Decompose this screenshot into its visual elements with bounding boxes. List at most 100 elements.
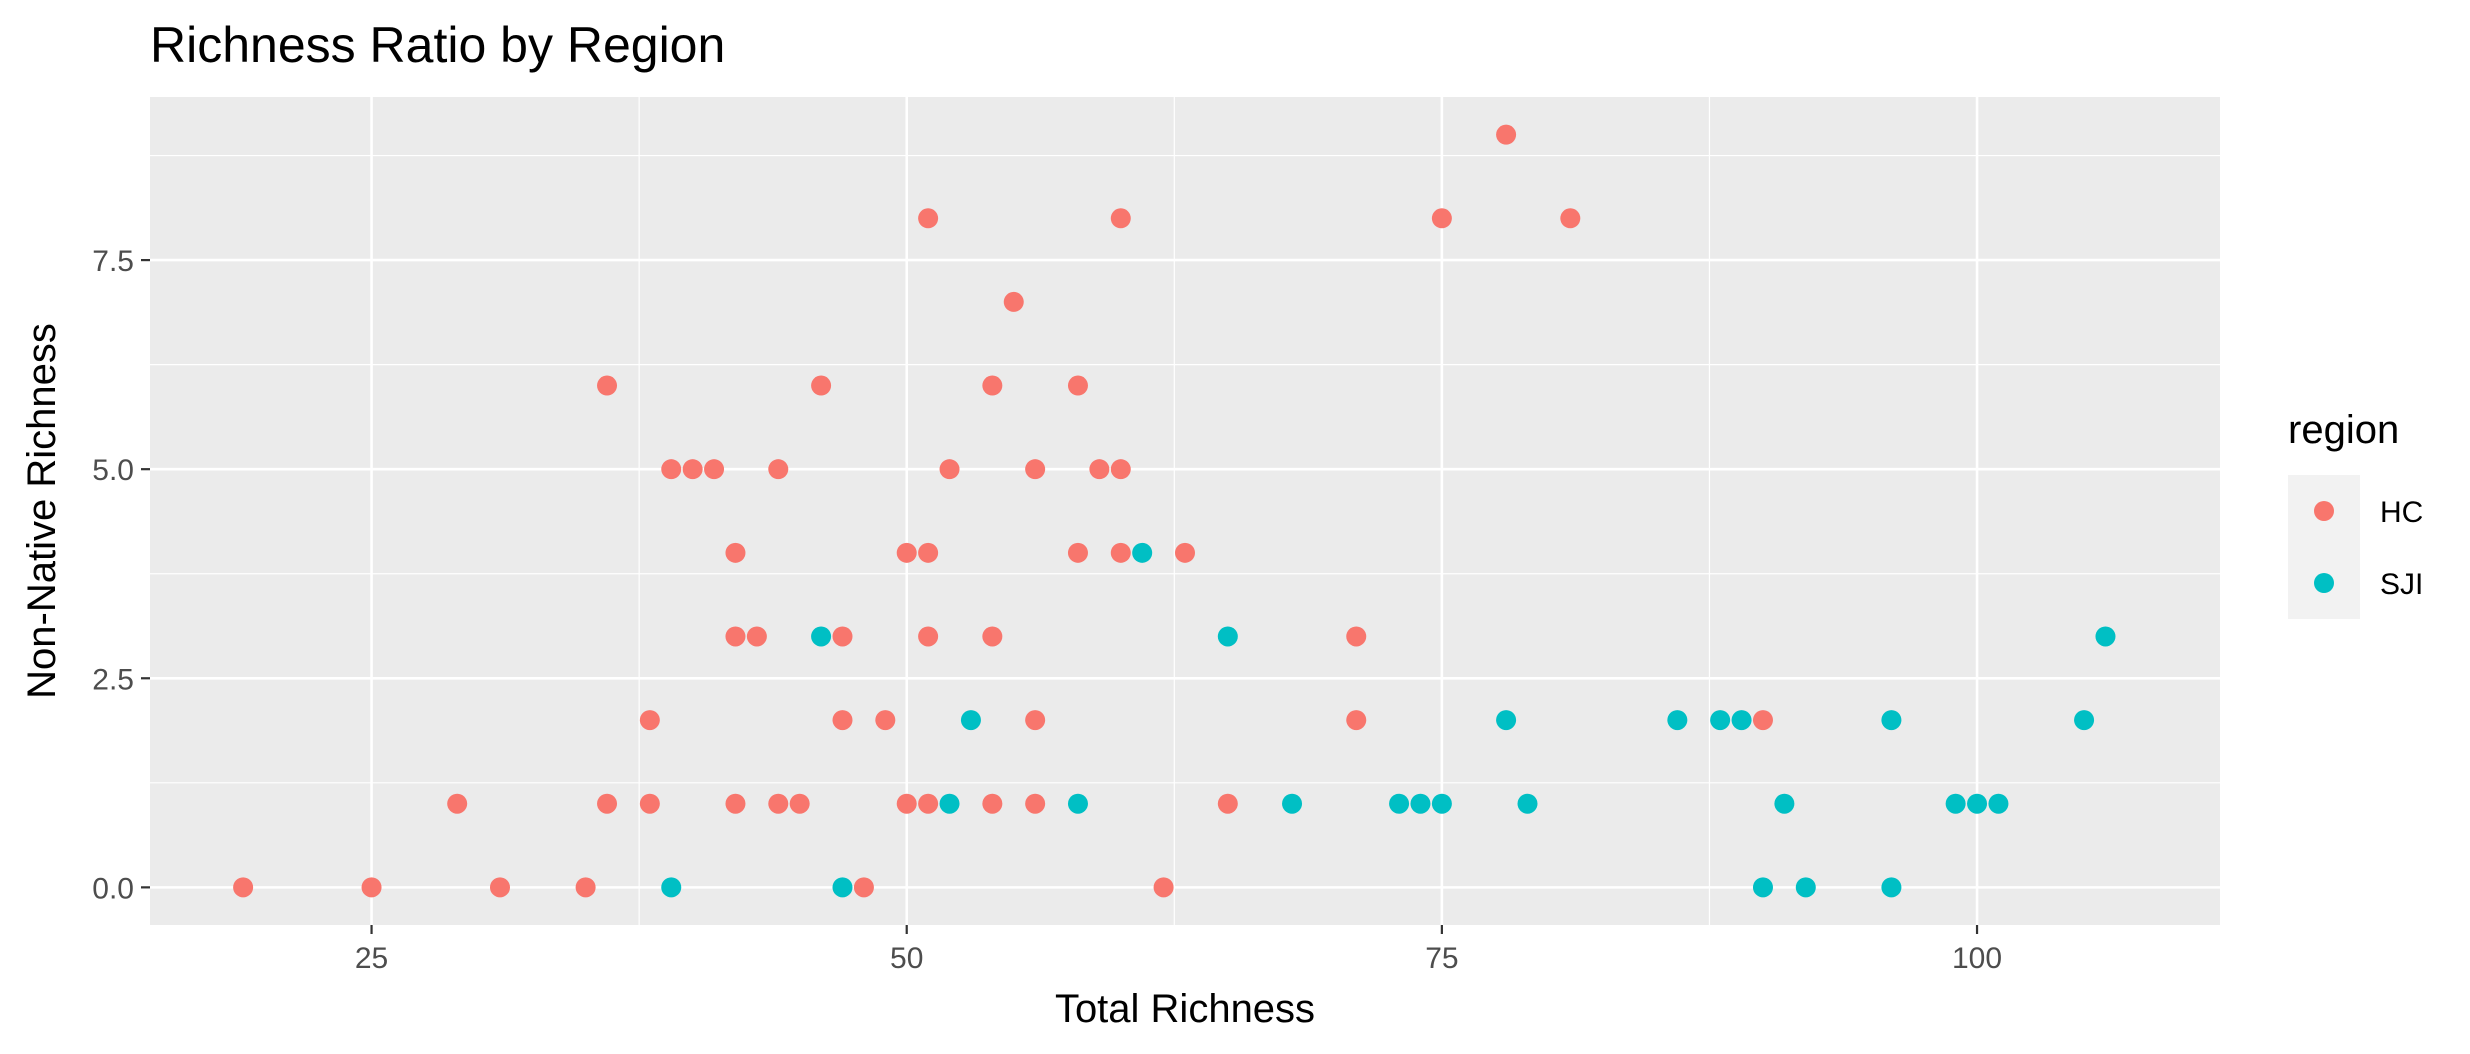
legend-key-sji	[2314, 573, 2334, 593]
x-tick-label-2: 75	[1425, 942, 1458, 975]
point-hc-28	[1346, 626, 1367, 647]
point-hc-40	[1025, 459, 1046, 480]
point-hc-18	[832, 710, 853, 731]
point-hc-23	[725, 626, 746, 647]
point-hc-22	[1752, 710, 1773, 731]
point-sji-13	[1945, 793, 1966, 814]
point-sji-5	[939, 793, 960, 814]
point-sji-6	[1067, 793, 1088, 814]
point-hc-38	[768, 459, 789, 480]
point-sji-8	[1389, 793, 1410, 814]
point-hc-17	[639, 710, 660, 731]
point-hc-9	[725, 793, 746, 814]
y-tick-label-2: 5.0	[92, 454, 134, 487]
point-hc-6	[447, 793, 468, 814]
point-hc-16	[1217, 793, 1238, 814]
point-sji-11	[1517, 793, 1538, 814]
point-sji-22	[2074, 710, 2095, 731]
point-sji-15	[1988, 793, 2009, 814]
point-sji-12	[1774, 793, 1795, 814]
y-tick-label-0: 0.0	[92, 872, 134, 905]
y-axis: 0.0 2.5 5.0 7.5	[92, 245, 150, 905]
point-hc-43	[597, 375, 618, 396]
point-hc-14	[982, 793, 1003, 814]
point-hc-12	[896, 793, 917, 814]
point-sji-10	[1431, 793, 1452, 814]
point-hc-32	[1067, 542, 1088, 563]
point-hc-1	[361, 877, 382, 898]
point-hc-5	[1153, 877, 1174, 898]
point-hc-3	[575, 877, 596, 898]
point-hc-7	[597, 793, 618, 814]
legend-key-hc	[2314, 501, 2334, 521]
point-sji-4	[1881, 877, 1902, 898]
plot-panel	[150, 97, 2220, 925]
point-sji-23	[811, 626, 832, 647]
point-hc-26	[918, 626, 939, 647]
point-sji-24	[1217, 626, 1238, 647]
point-hc-0	[233, 877, 254, 898]
point-hc-44	[811, 375, 832, 396]
point-hc-33	[1110, 542, 1131, 563]
minor-gridlines	[150, 97, 2220, 925]
point-hc-4	[853, 877, 874, 898]
point-hc-24	[746, 626, 767, 647]
point-hc-25	[832, 626, 853, 647]
point-sji-26	[1132, 542, 1153, 563]
point-hc-30	[896, 542, 917, 563]
point-sji-17	[1496, 710, 1517, 731]
legend-title: region	[2288, 408, 2399, 452]
point-hc-11	[789, 793, 810, 814]
point-hc-51	[1560, 208, 1581, 229]
point-hc-15	[1025, 793, 1046, 814]
point-sji-14	[1967, 793, 1988, 814]
legend-label-hc: HC	[2380, 496, 2423, 529]
point-hc-34	[1175, 542, 1195, 563]
point-sji-18	[1667, 710, 1688, 731]
point-hc-48	[918, 208, 939, 229]
chart-title: Richness Ratio by Region	[150, 17, 725, 73]
point-hc-8	[639, 793, 660, 814]
point-hc-29	[725, 542, 746, 563]
point-sji-0	[661, 877, 682, 898]
y-tick-label-3: 7.5	[92, 245, 134, 278]
point-hc-39	[939, 459, 960, 480]
point-sji-1	[832, 877, 853, 898]
y-axis-title: Non-Native Richness	[20, 323, 64, 699]
legend: region HC SJI	[2288, 408, 2423, 619]
point-hc-21	[1346, 710, 1367, 731]
point-hc-20	[1025, 710, 1046, 731]
point-hc-36	[682, 459, 703, 480]
x-tick-label-0: 25	[355, 942, 388, 975]
data-points	[233, 124, 2116, 898]
x-axis-title: Total Richness	[1055, 987, 1315, 1031]
point-sji-19	[1710, 710, 1731, 731]
point-hc-35	[661, 459, 682, 480]
x-tick-label-1: 50	[890, 942, 923, 975]
major-gridlines	[150, 97, 2220, 925]
point-hc-13	[918, 793, 939, 814]
point-hc-31	[918, 542, 939, 563]
point-hc-42	[1110, 459, 1131, 480]
point-sji-9	[1410, 793, 1431, 814]
point-hc-49	[1110, 208, 1131, 229]
y-tick-label-1: 2.5	[92, 663, 134, 696]
point-hc-10	[768, 793, 789, 814]
point-hc-27	[982, 626, 1003, 647]
point-sji-16	[960, 710, 981, 731]
point-sji-20	[1731, 710, 1752, 731]
point-hc-50	[1431, 208, 1452, 229]
point-hc-46	[1067, 375, 1088, 396]
point-hc-47	[1003, 291, 1024, 312]
point-sji-7	[1282, 793, 1303, 814]
x-axis: 25 50 75 100	[355, 925, 2002, 975]
point-hc-2	[489, 877, 510, 898]
point-sji-3	[1795, 877, 1816, 898]
point-hc-19	[875, 710, 896, 731]
legend-label-sji: SJI	[2380, 568, 2423, 601]
point-sji-2	[1752, 877, 1773, 898]
point-sji-21	[1881, 710, 1902, 731]
point-hc-45	[982, 375, 1003, 396]
x-tick-label-3: 100	[1952, 942, 2002, 975]
